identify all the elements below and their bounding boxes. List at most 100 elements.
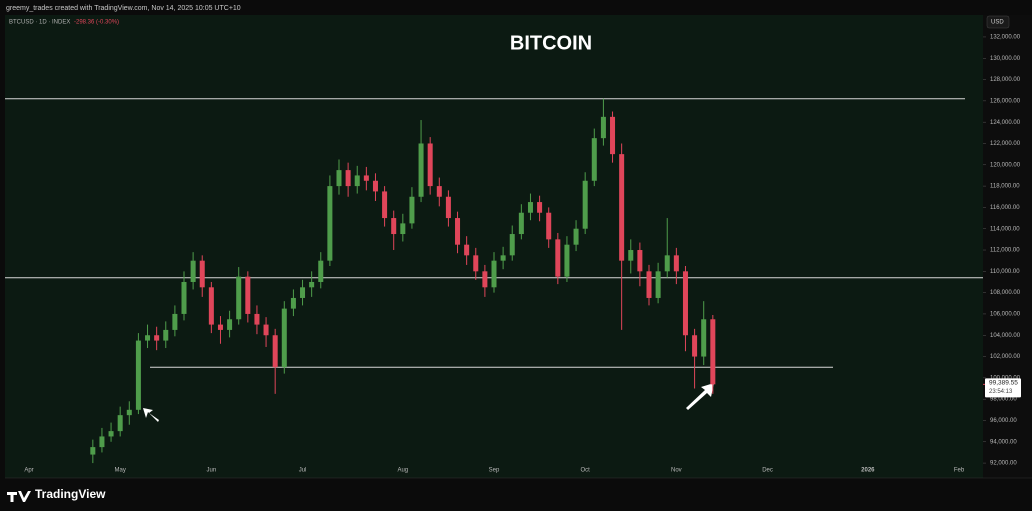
candle-body [610,116,616,155]
candle-body [400,223,406,235]
x-tick-label: 2026 [861,468,875,474]
candle-body [464,244,470,256]
candle-body [500,255,506,261]
candle-body [637,250,643,272]
x-tick-label: Jul [299,468,307,474]
y-tick-label: 126,000.00 [990,98,1021,104]
candle-body [491,260,497,288]
candle-body [263,324,269,336]
candle-body [90,447,96,455]
candle-body [372,180,378,192]
candle-body [673,255,679,272]
candle-body [272,335,278,368]
candle-body [527,202,533,213]
candle-body [619,154,625,261]
candle-body [199,260,205,288]
candle-body [99,436,105,448]
currency-box[interactable] [986,15,1010,29]
candle-body [190,260,196,282]
candle-body [290,297,296,309]
credit: greemy_trades created with TradingView.c… [6,5,241,12]
candle-body [172,313,178,330]
candle-body [473,255,479,272]
candle-body [236,276,242,320]
candle-body [628,250,634,261]
candle-body [546,212,552,240]
x-tick-label: May [115,468,126,474]
y-tick-label: 108,000.00 [990,290,1021,296]
y-tick-label: 132,000.00 [990,35,1021,41]
candle-body [217,324,223,330]
candle-body [646,271,652,298]
candle-body [701,319,707,357]
candle-body [537,202,543,213]
candle-body [345,170,351,187]
y-tick-label: 124,000.00 [990,120,1021,126]
candle-body [682,271,688,336]
annotation-arrow [143,383,714,422]
x-tick-label: Dec [762,468,773,474]
brand-name: TradingView [35,487,106,501]
candle-body [145,335,151,341]
y-tick-label: 112,000.00 [990,248,1020,254]
y-tick-label: 114,000.00 [990,226,1020,232]
candle-body [409,196,415,224]
candle-body [318,260,324,282]
price-axis [983,15,1032,478]
candle-body [582,180,588,229]
x-tick-label: Nov [671,468,682,474]
brand-logo [7,491,31,502]
currency: USD [991,20,1004,26]
y-tick-label: 96,000.00 [990,418,1017,424]
candle-body [117,415,123,432]
candle-body [254,313,260,325]
candle-body [181,281,187,314]
candle-body [208,287,214,325]
candle-body [418,143,424,197]
y-tick-label: 130,000.00 [990,56,1021,62]
y-tick-label: 116,000.00 [990,205,1020,211]
candle-body [436,186,442,197]
candle-body [573,228,579,245]
y-tick-label: 98,000.00 [990,397,1017,403]
candle-body [309,281,315,288]
y-tick-label: 92,000.00 [990,461,1017,467]
brand: TradingView [7,487,106,502]
y-tick-label: 122,000.00 [990,141,1021,147]
candle-body [163,329,169,341]
symbol: BTCUSD · 1D · INDEX [9,20,70,26]
candle-body [692,335,698,357]
candle-body [555,239,561,277]
candle-body [126,409,132,416]
x-tick-label: Feb [954,468,965,474]
x-tick-label: Aug [397,468,408,474]
candle-body [300,287,306,298]
candle-body [664,255,670,272]
candle-body [382,191,388,219]
candle-body [564,244,570,277]
candle-body [391,218,397,235]
candle-body [135,340,141,410]
candle-body [227,319,233,330]
x-tick-label: Sep [489,468,500,474]
candle-body [509,234,515,256]
candle-body [245,276,251,314]
y-tick-label: 106,000.00 [990,312,1021,318]
plot-area [5,15,983,478]
candle-body [518,212,524,235]
last-price-box [985,378,1021,398]
x-tick-label: Jun [207,468,217,474]
last-price-label: 99,389.55 [989,380,1018,387]
candle-body [445,196,451,219]
x-tick-label: Oct [581,468,591,474]
candle-body [108,431,114,437]
y-tick-label: 104,000.00 [990,333,1021,339]
candle-body [600,116,606,139]
countdown: 23:54:13 [989,389,1013,395]
candle-body [354,175,360,187]
candle-body [591,138,597,181]
y-tick-label: 94,000.00 [990,439,1017,445]
y-tick-label: 102,000.00 [990,354,1021,360]
y-tick-label: 128,000.00 [990,77,1021,83]
